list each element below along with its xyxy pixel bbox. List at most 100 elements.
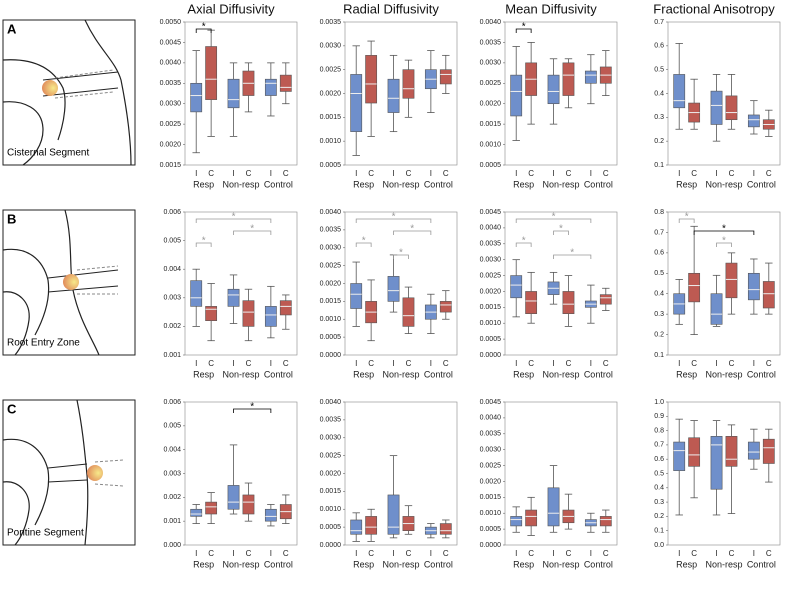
y-tick-label: 0.0005 — [480, 336, 502, 343]
box — [227, 78, 240, 109]
series-label: I — [270, 169, 272, 178]
series-label: I — [515, 549, 517, 558]
significance-bracket — [716, 242, 732, 247]
series-label: C — [368, 169, 374, 178]
y-tick-label: 0.0005 — [320, 162, 342, 169]
series-label: C — [443, 169, 449, 178]
y-tick-label: 0.4 — [654, 90, 664, 97]
y-tick-label: 0.0010 — [320, 506, 342, 513]
series-label: C — [766, 549, 772, 558]
significance-bracket — [553, 254, 592, 259]
significance-label: * — [250, 224, 254, 235]
box — [710, 90, 723, 125]
group-label: Resp — [513, 559, 534, 569]
y-tick-label: 0.0015 — [320, 488, 342, 495]
series-label: I — [355, 359, 357, 368]
box — [510, 74, 523, 117]
box — [599, 294, 612, 305]
group-label: Non-resp — [705, 559, 742, 569]
box — [584, 70, 597, 84]
y-tick-label: 0.0025 — [320, 67, 342, 74]
significance-label: * — [552, 212, 556, 223]
series-label: I — [515, 359, 517, 368]
significance-bracket — [233, 230, 272, 235]
y-tick-label: 0.8 — [654, 209, 664, 216]
group-label: Control — [264, 369, 293, 379]
y-tick-label: 0.4 — [654, 291, 664, 298]
box — [402, 297, 415, 327]
series-label: I — [355, 549, 357, 558]
row-label: Pontine Segment — [7, 528, 84, 539]
y-tick-label: 0.0025 — [480, 272, 502, 279]
group-label: Resp — [353, 179, 374, 189]
box — [762, 438, 775, 464]
series-label: I — [392, 359, 394, 368]
series-label: C — [368, 359, 374, 368]
y-tick-label: 0.003 — [163, 295, 181, 302]
box — [190, 280, 203, 307]
y-tick-label: 0.5 — [654, 470, 664, 477]
box — [510, 275, 523, 299]
box — [387, 78, 400, 113]
series-label: I — [753, 549, 755, 558]
series-label: C — [729, 169, 735, 178]
significance-label: * — [522, 236, 526, 247]
diagram: B Root Entry Zone — [2, 209, 136, 356]
series-label: I — [195, 359, 197, 368]
group-label: Non-resp — [542, 559, 579, 569]
series-label: C — [443, 359, 449, 368]
series-label: I — [515, 169, 517, 178]
y-tick-label: 0.0010 — [480, 510, 502, 517]
series-label: C — [691, 359, 697, 368]
series-label: C — [406, 169, 412, 178]
box — [762, 281, 775, 309]
y-tick-label: 0.0 — [654, 542, 664, 549]
y-tick-label: 0.0030 — [480, 60, 502, 67]
y-tick-label: 0.004 — [163, 266, 181, 273]
significance-label: * — [202, 236, 206, 247]
series-label: I — [195, 549, 197, 558]
box — [510, 516, 523, 527]
significance-label: * — [685, 212, 689, 223]
group-label: Non-resp — [382, 559, 419, 569]
y-tick-label: 0.006 — [163, 399, 181, 406]
plot-frame — [184, 21, 298, 166]
series-label: C — [283, 169, 289, 178]
box — [725, 436, 738, 467]
plot-frame — [504, 211, 618, 356]
significance-label: * — [392, 212, 396, 223]
group-label: Resp — [676, 369, 697, 379]
y-tick-label: 0.5 — [654, 67, 664, 74]
group-label: Non-resp — [542, 369, 579, 379]
plot-frame — [184, 211, 298, 356]
box — [279, 74, 292, 92]
significance-bracket — [678, 218, 695, 223]
y-tick-label: 0.0030 — [320, 245, 342, 252]
significance-bracket — [355, 218, 432, 223]
series-label: I — [715, 359, 717, 368]
group-label: Control — [424, 369, 453, 379]
y-tick-label: 0.0015 — [480, 121, 502, 128]
group-label: Control — [747, 179, 776, 189]
box — [747, 114, 760, 128]
y-tick-label: 0.1 — [654, 352, 664, 359]
significance-label: * — [559, 224, 563, 235]
y-tick-label: 0.0030 — [480, 257, 502, 264]
series-label: I — [232, 169, 234, 178]
box — [350, 283, 363, 309]
series-label: I — [753, 359, 755, 368]
series-label: I — [270, 359, 272, 368]
y-tick-label: 0.3 — [654, 499, 664, 506]
y-tick-label: 0.0020 — [480, 101, 502, 108]
box — [547, 487, 560, 527]
group-label: Non-resp — [705, 179, 742, 189]
column-title: Fractional Anisotropy — [653, 1, 775, 16]
y-tick-label: 0.3 — [654, 114, 664, 121]
series-label: C — [528, 359, 534, 368]
box — [402, 69, 415, 99]
box — [725, 262, 738, 299]
box — [365, 516, 378, 535]
series-label: C — [691, 169, 697, 178]
series-label: C — [603, 359, 609, 368]
y-tick-label: 0.1 — [654, 162, 664, 169]
